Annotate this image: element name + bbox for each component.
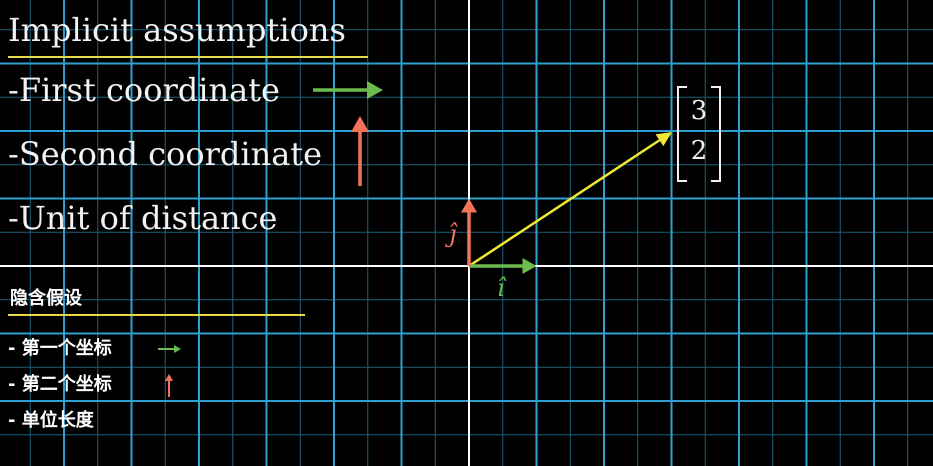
- chinese-title-underline: [8, 314, 305, 316]
- red-arrow-up-icon-head: [351, 116, 369, 132]
- english-title: Implicit assumptions: [8, 11, 346, 49]
- small-green-arrow-right-icon-head: [174, 345, 181, 353]
- matrix-right-bracket: [711, 86, 721, 182]
- j-hat-arrow-head: [461, 198, 477, 213]
- chinese-title: 隐含假设: [10, 288, 82, 309]
- vector-arrow-head: [655, 132, 672, 147]
- english-second-coordinate: -Second coordinate: [8, 135, 323, 173]
- chinese-second-coordinate: - 第二个坐标: [8, 374, 112, 395]
- chinese-unit-of-distance: - 单位长度: [8, 410, 94, 431]
- chinese-first-coordinate: - 第一个坐标: [8, 338, 112, 359]
- j-hat-label: ĵ: [449, 220, 457, 248]
- english-title-underline: [8, 56, 368, 58]
- vector-matrix: 3 2: [673, 86, 725, 182]
- green-arrow-right-icon-head: [367, 81, 383, 99]
- vector-arrow-shaft: [468, 139, 661, 268]
- matrix-y-value: 2: [690, 136, 708, 166]
- english-unit-of-distance: -Unit of distance: [8, 199, 278, 237]
- i-hat-arrow-head: [522, 258, 537, 274]
- i-hat-label: î: [497, 274, 505, 302]
- matrix-left-bracket: [677, 86, 687, 182]
- small-red-arrow-up-icon-head: [165, 374, 173, 381]
- matrix-x-value: 3: [690, 96, 708, 126]
- english-first-coordinate: -First coordinate: [8, 71, 280, 109]
